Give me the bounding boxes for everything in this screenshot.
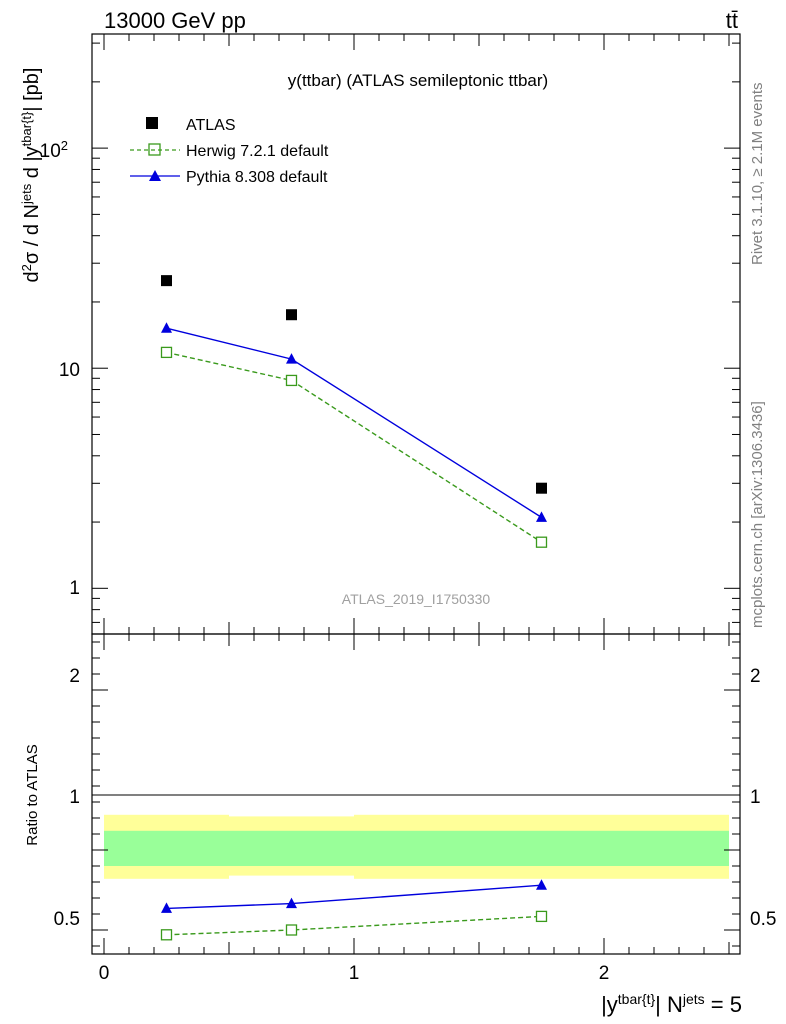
ratio-y-tick-label-right-2: 2 — [750, 666, 761, 687]
atlas-point-0 — [161, 275, 172, 287]
pythia-point-2 — [536, 511, 547, 522]
legend-herwig-label: Herwig 7.2.1 default — [186, 143, 329, 160]
main-panel: y(ttbar) (ATLAS semileptonic ttbar) ATLA… — [19, 33, 741, 635]
ratio-series-lines — [166, 884, 542, 936]
y-tick-label-10: 10 — [59, 360, 80, 381]
y-tick-label-1: 1 — [69, 578, 80, 599]
ratio-herwig-point-0 — [160, 929, 173, 941]
herwig-point-2 — [535, 536, 548, 548]
pythia-point-0 — [161, 322, 172, 333]
atlas-point-2 — [536, 482, 547, 494]
ratio-frame — [91, 633, 741, 955]
ratio-y-axis-label: Ratio to ATLAS — [24, 744, 41, 845]
green-band-0 — [104, 830, 229, 866]
legend-atlas-label: ATLAS — [186, 117, 236, 134]
ratio-series-line-0 — [166, 915, 542, 936]
x-tick-label-1: 1 — [349, 963, 360, 984]
x-tick-label-0: 0 — [99, 963, 110, 984]
ratio-pythia-point-0 — [161, 902, 172, 913]
ratio-pythia-point-2 — [536, 879, 547, 890]
main-title: y(ttbar) (ATLAS semileptonic ttbar) — [288, 71, 548, 90]
ratio-y-tick-label-right-1: 1 — [750, 787, 761, 808]
ratio-series-line-1 — [166, 884, 542, 910]
energy-label: 13000 GeV pp — [104, 8, 246, 33]
ratio-pythia-point-1 — [286, 897, 297, 909]
ratio-y-tick-label-1: 1 — [69, 787, 80, 808]
mcplots-label: mcplots.cern.ch [arXiv:1306.3436] — [749, 401, 766, 628]
main-y-axis-label: d2σ / d Njets d |ytbar{t}| [pb] — [19, 68, 44, 283]
main-series-lines — [166, 327, 542, 543]
ratio-herwig-point-2 — [535, 910, 548, 923]
legend-herwig-marker — [148, 143, 161, 156]
ratio-data-markers — [160, 879, 548, 941]
legend: ATLAS Herwig 7.2.1 default Pythia 8.308 … — [130, 117, 329, 186]
analysis-watermark: ATLAS_2019_I1750330 — [342, 591, 491, 607]
green-band-1 — [229, 830, 354, 866]
main-series-line-2 — [166, 327, 542, 518]
ratio-axis-ticks — [92, 634, 740, 954]
legend-atlas-marker — [146, 117, 158, 129]
x-tick-label-2: 2 — [599, 963, 610, 984]
ratio-y-tick-label-right-0.5: 0.5 — [750, 909, 776, 930]
ratio-panel: Ratio to ATLAS 0.5 1 2 0.5 1 2 0 1 2 |yt… — [24, 633, 776, 1017]
legend-pythia-label: Pythia 8.308 default — [186, 169, 328, 186]
process-label: tt̄ — [726, 8, 738, 33]
y-tick-label-100: 102 — [40, 138, 68, 163]
pythia-point-1 — [286, 353, 297, 364]
x-axis-label: |ytbar{t}| Njets = 5 — [601, 991, 742, 1017]
main-axis-ticks — [92, 34, 740, 634]
legend-pythia-marker — [149, 170, 161, 181]
ratio-herwig-point-1 — [285, 924, 298, 936]
rivet-label: Rivet 3.1.10, ≥ 2.1M events — [749, 83, 766, 266]
atlas-point-1 — [286, 309, 297, 321]
ratio-uncertainty-bands — [104, 814, 729, 879]
ratio-y-tick-label-2: 2 — [69, 666, 80, 687]
herwig-point-1 — [285, 374, 298, 387]
main-series-line-1 — [166, 351, 542, 543]
green-band-2 — [354, 830, 729, 866]
herwig-point-0 — [160, 346, 173, 359]
main-data-markers — [160, 275, 548, 548]
ratio-y-tick-label-0.5: 0.5 — [54, 909, 80, 930]
